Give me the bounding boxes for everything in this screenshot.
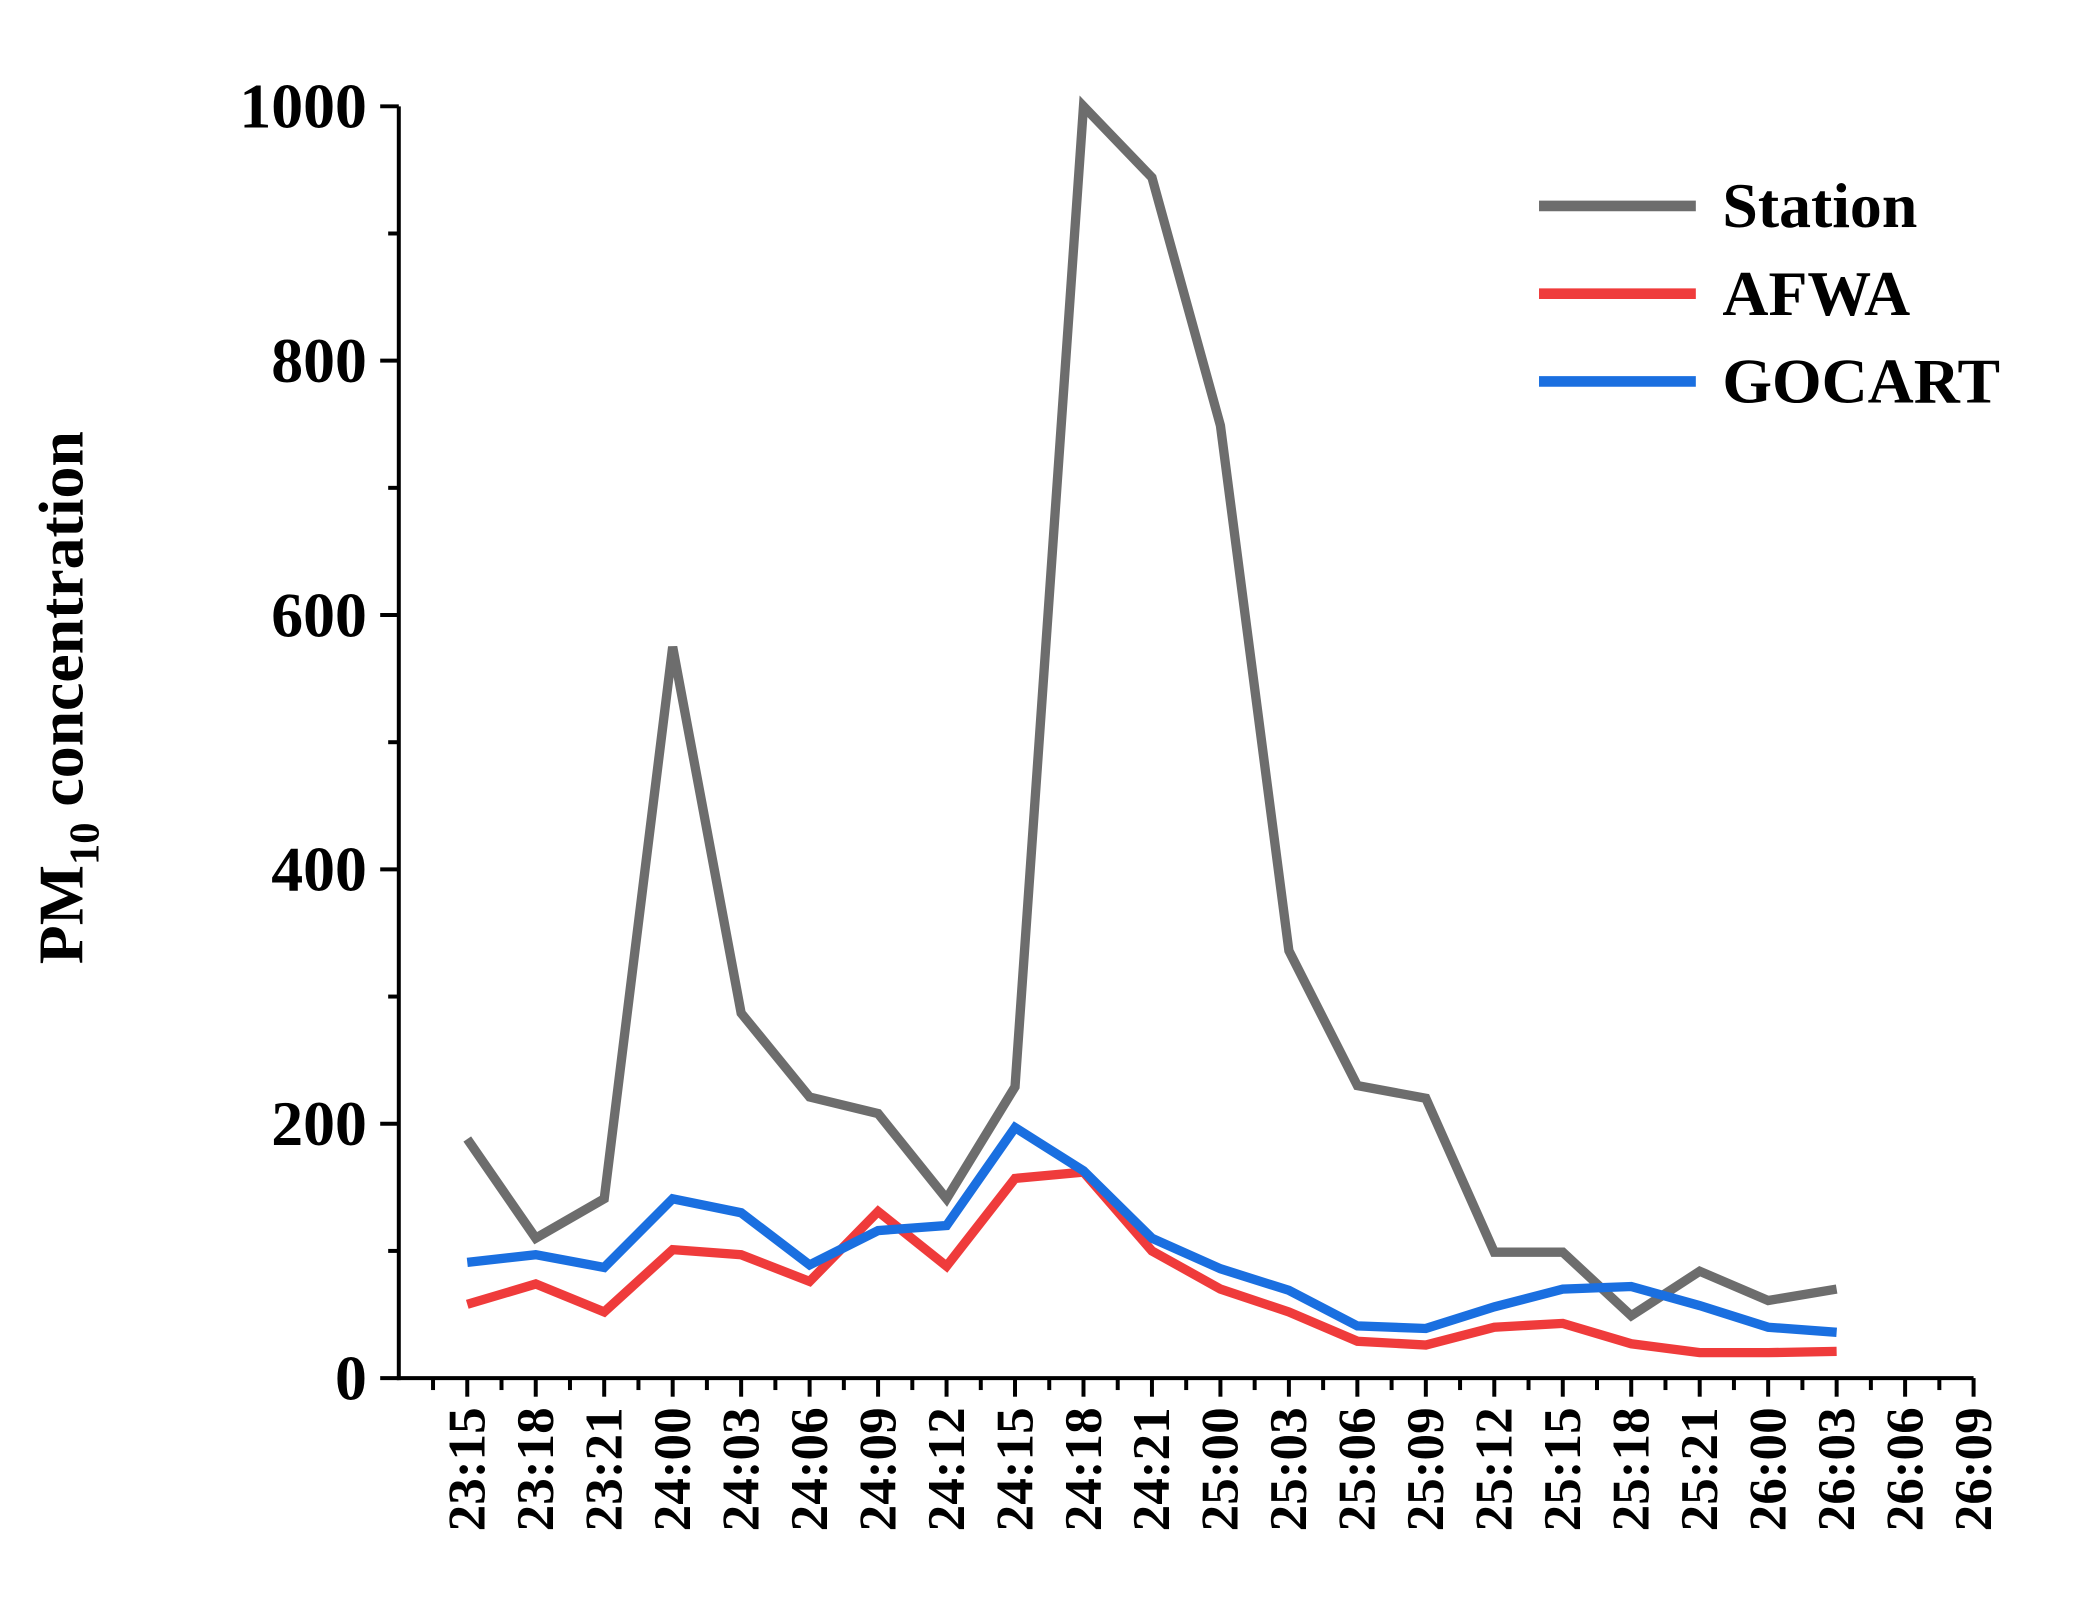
x-tick-label: 25:03 [1260, 1407, 1318, 1531]
x-tick-label: 25:18 [1603, 1407, 1661, 1531]
x-tick-label: 23:21 [575, 1407, 633, 1531]
x-tick-label: 24:03 [712, 1407, 770, 1531]
y-tick-label: 600 [271, 579, 367, 650]
series-line [463, 95, 1838, 1322]
y-label-rest: concentration [26, 431, 97, 822]
x-tick-label: 25:06 [1329, 1407, 1387, 1531]
series-line [465, 1167, 1837, 1358]
x-tick-label: 25:15 [1534, 1407, 1592, 1531]
x-tick-label: 26:06 [1876, 1407, 1934, 1531]
y-label-main: PM [26, 865, 97, 964]
x-tick-label: 26:09 [1945, 1407, 2003, 1531]
x-tick-label: 24:18 [1055, 1407, 1113, 1531]
series-line [466, 1121, 1837, 1337]
y-tick-label: 400 [271, 834, 367, 905]
y-axis-label: PM10 concentration [26, 431, 109, 964]
x-tick-label: 24:06 [781, 1407, 839, 1531]
x-tick-label: 24:00 [644, 1407, 702, 1531]
y-tick-label: 800 [271, 325, 367, 396]
y-tick-label: 1000 [239, 71, 367, 142]
x-tick-label: 25:12 [1466, 1407, 1524, 1531]
x-tick-label: 25:00 [1192, 1407, 1250, 1531]
x-tick-label: 26:00 [1739, 1407, 1797, 1531]
y-tick-label: 0 [335, 1342, 367, 1413]
x-tick-label: 23:15 [439, 1407, 497, 1531]
legend-label: GOCART [1722, 346, 2000, 417]
y-label-subscript: 10 [61, 823, 108, 866]
x-tick-label: 25:09 [1397, 1407, 1455, 1531]
x-tick-label: 26:03 [1808, 1407, 1866, 1531]
x-tick-label: 24:12 [918, 1407, 976, 1531]
y-tick-label: 200 [271, 1088, 367, 1159]
x-tick-label: 24:09 [849, 1407, 907, 1531]
legend-label: Station [1722, 170, 1917, 241]
x-tick-label: 25:21 [1671, 1407, 1729, 1531]
x-tick-label: 24:15 [986, 1407, 1044, 1531]
x-tick-label: 24:21 [1123, 1407, 1181, 1531]
x-tick-label: 23:18 [507, 1407, 565, 1531]
legend-label: AFWA [1722, 258, 1910, 329]
